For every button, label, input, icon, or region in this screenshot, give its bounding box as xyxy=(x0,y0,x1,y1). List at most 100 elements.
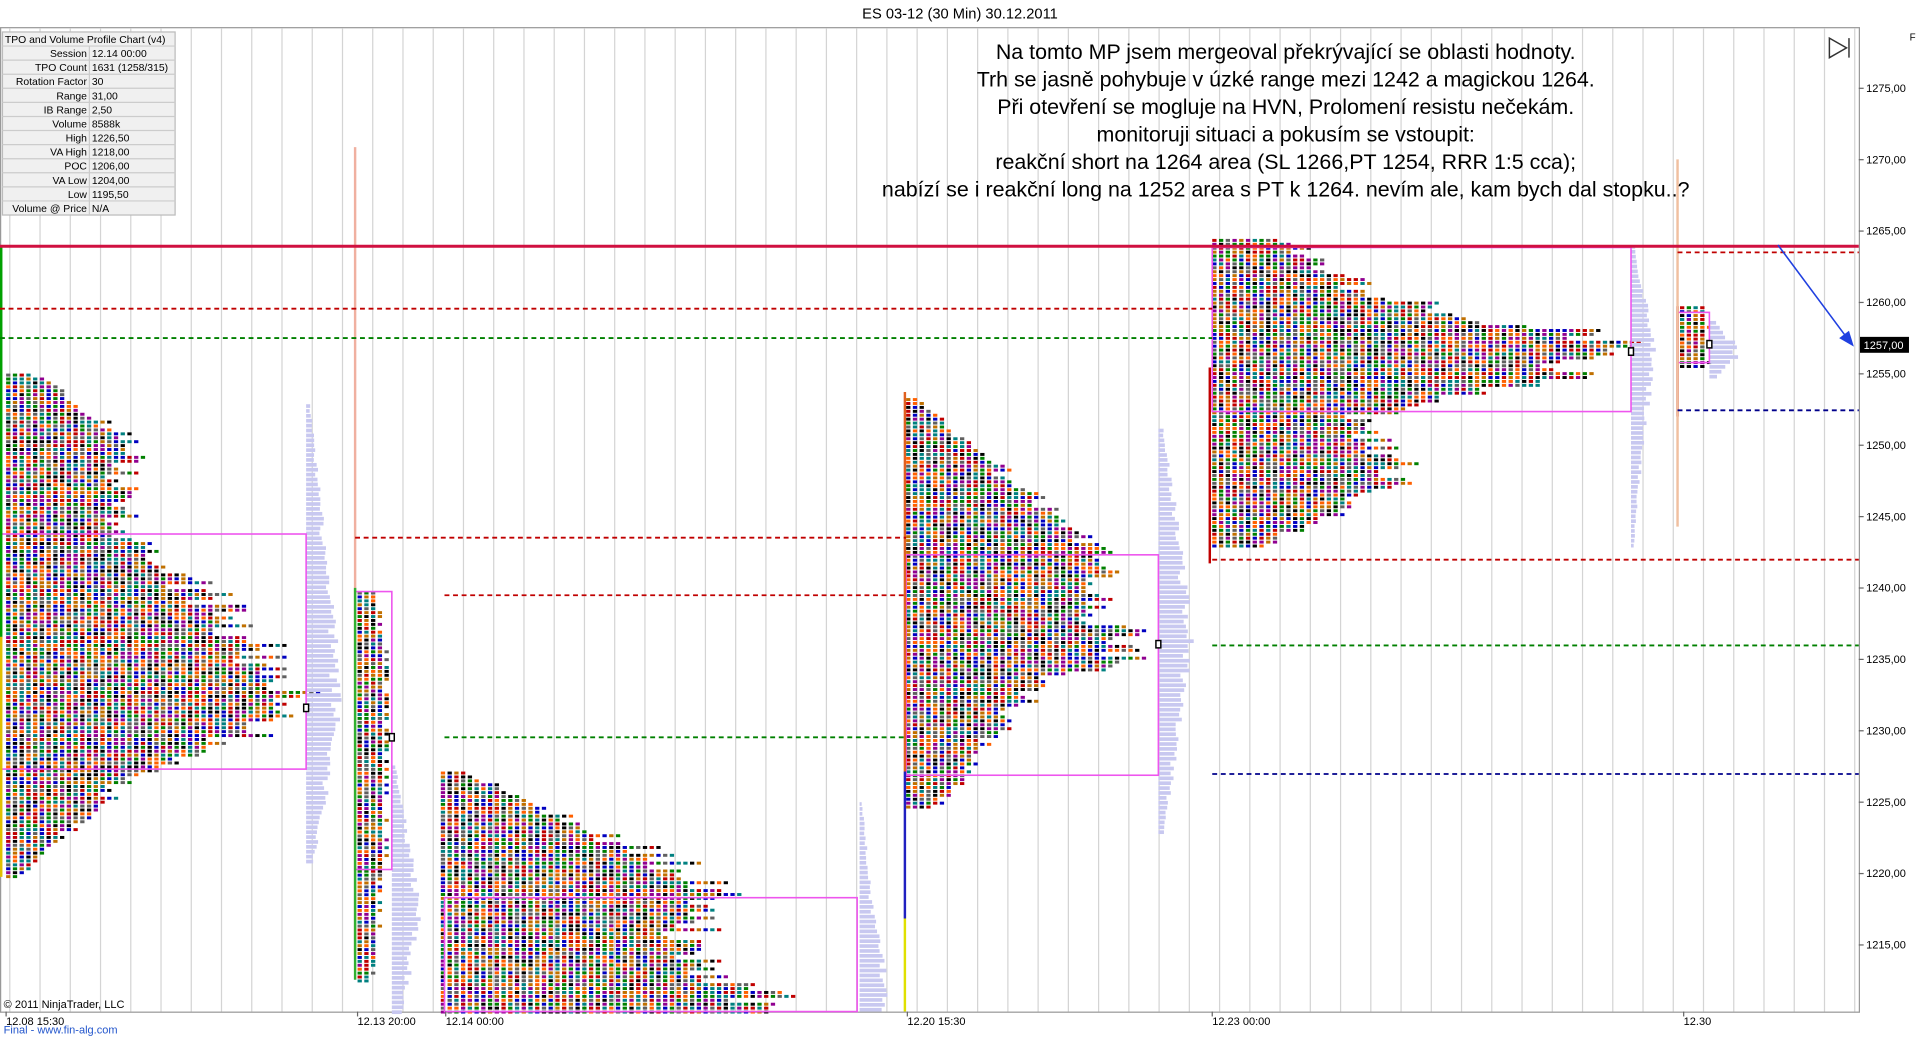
tpo-letter xyxy=(364,627,368,630)
tpo-letter xyxy=(188,617,192,620)
tpo-letter xyxy=(80,519,84,522)
tpo-letter xyxy=(87,440,91,443)
tpo-letter xyxy=(47,809,51,812)
tpo-letter xyxy=(515,967,519,970)
tpo-letter xyxy=(461,909,465,912)
tpo-letter xyxy=(609,889,613,892)
tpo-letter xyxy=(94,526,98,529)
tpo-letter xyxy=(235,695,239,698)
tpo-letter xyxy=(107,538,111,541)
tpo-letter xyxy=(168,667,172,670)
tpo-letter xyxy=(569,932,573,935)
tpo-letter xyxy=(495,905,499,908)
tpo-letter xyxy=(378,631,382,634)
tpo-letter xyxy=(20,542,24,545)
tpo-letter xyxy=(67,503,71,506)
tpo-letter xyxy=(33,620,37,623)
tpo-letter xyxy=(683,905,687,908)
tpo-letter xyxy=(80,675,84,678)
tpo-letter xyxy=(663,862,667,865)
tpo-letter xyxy=(358,603,362,606)
tpo-letter xyxy=(121,703,125,706)
tpo-letter xyxy=(20,734,24,737)
tpo-letter xyxy=(47,773,51,776)
tpo-letter xyxy=(378,776,382,779)
tpo-letter xyxy=(643,881,647,884)
tpo-letter xyxy=(60,436,64,439)
tpo-letter xyxy=(528,823,532,826)
tpo-letter xyxy=(724,975,728,978)
tpo-letter xyxy=(80,785,84,788)
tpo-letter xyxy=(441,787,445,790)
tpo-letter xyxy=(73,472,77,475)
tpo-letter xyxy=(609,920,613,923)
tpo-letter xyxy=(441,846,445,849)
tpo-letter xyxy=(134,546,138,549)
tpo-letter xyxy=(134,734,138,737)
tpo-letter xyxy=(13,632,17,635)
tpo-letter xyxy=(650,854,654,857)
tpo-letter xyxy=(522,838,526,841)
tpo-letter xyxy=(670,979,674,982)
tpo-letter xyxy=(569,877,573,880)
tpo-letter xyxy=(168,679,172,682)
tpo-letter xyxy=(454,979,458,982)
tpo-letter xyxy=(80,475,84,478)
tpo-letter xyxy=(364,643,368,646)
tpo-letter xyxy=(235,683,239,686)
tpo-letter xyxy=(495,826,499,829)
tpo-letter xyxy=(107,699,111,702)
tpo-letter xyxy=(181,644,185,647)
tpo-letter xyxy=(468,881,472,884)
tpo-letter xyxy=(6,773,10,776)
tpo-letter xyxy=(134,624,138,627)
tpo-letter xyxy=(114,444,118,447)
tpo-letter xyxy=(454,967,458,970)
tpo-letter xyxy=(623,971,627,974)
tpo-letter xyxy=(255,664,259,667)
tpo-letter xyxy=(33,824,37,827)
tpo-letter xyxy=(40,460,44,463)
tpo-letter xyxy=(60,754,64,757)
tpo-letter xyxy=(141,750,145,753)
tpo-letter xyxy=(474,909,478,912)
tpo-letter xyxy=(542,932,546,935)
tpo-letter xyxy=(94,436,98,439)
tpo-letter xyxy=(589,866,593,869)
tpo-letter xyxy=(656,948,660,951)
tpo-letter xyxy=(40,546,44,549)
tpo-letter xyxy=(542,983,546,986)
tpo-letter xyxy=(6,801,10,804)
tpo-letter xyxy=(107,675,111,678)
tpo-letter xyxy=(53,581,57,584)
tpo-letter xyxy=(289,715,293,718)
tpo-letter xyxy=(26,452,30,455)
tpo-letter xyxy=(616,940,620,943)
tpo-letter xyxy=(358,972,362,975)
tpo-letter xyxy=(282,691,286,694)
tpo-letter xyxy=(40,683,44,686)
tpo-letter xyxy=(80,613,84,616)
tpo-letter xyxy=(508,850,512,853)
tpo-letter xyxy=(208,679,212,682)
tpo-letter xyxy=(495,901,499,904)
tpo-letter xyxy=(20,515,24,518)
tpo-letter xyxy=(454,924,458,927)
tpo-letter xyxy=(629,873,633,876)
tpo-letter xyxy=(515,870,519,873)
tpo-letter xyxy=(67,683,71,686)
tpo-letter xyxy=(384,768,388,771)
tpo-letter xyxy=(609,909,613,912)
tpo-letter xyxy=(94,636,98,639)
tpo-letter xyxy=(656,913,660,916)
tpo-letter xyxy=(141,617,145,620)
tpo-letter xyxy=(569,893,573,896)
tpo-letter xyxy=(47,722,51,725)
tpo-letter xyxy=(495,803,499,806)
tpo-letter xyxy=(107,773,111,776)
tpo-letter xyxy=(501,838,505,841)
tpo-letter xyxy=(73,440,77,443)
tpo-letter xyxy=(461,889,465,892)
tpo-letter xyxy=(13,593,17,596)
tpo-letter xyxy=(114,687,118,690)
